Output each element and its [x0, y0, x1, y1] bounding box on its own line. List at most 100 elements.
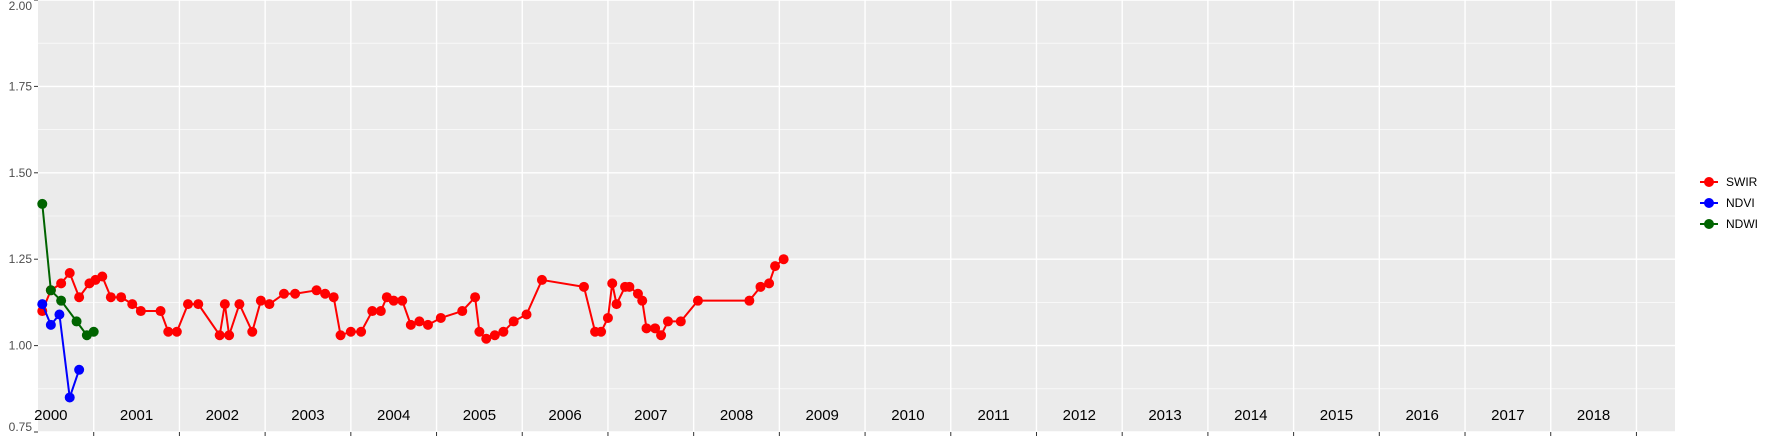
data-point-swir	[311, 285, 322, 296]
data-point-swir	[367, 306, 378, 317]
data-point-swir	[650, 323, 661, 334]
data-point-swir	[656, 330, 667, 341]
year-label: 2016	[1405, 407, 1438, 424]
data-point-ndwi	[56, 295, 67, 306]
data-point-swir	[675, 316, 686, 327]
data-point-ndvi	[45, 319, 56, 330]
legend: SWIR NDVI NDWI	[1700, 175, 1758, 231]
y-tick-label: 1.50	[9, 166, 33, 180]
year-label: 2018	[1577, 407, 1610, 424]
data-point-swir	[105, 292, 116, 303]
data-point-swir	[662, 316, 673, 327]
year-label: 2014	[1234, 407, 1267, 424]
data-point-swir	[116, 292, 127, 303]
data-point-swir	[422, 319, 433, 330]
data-point-swir	[607, 278, 618, 289]
year-label: 2003	[291, 407, 324, 424]
data-point-swir	[692, 295, 703, 306]
series-ndvi	[37, 299, 85, 403]
year-label: 2004	[377, 407, 410, 424]
data-point-swir	[536, 274, 547, 285]
year-label: 2005	[463, 407, 496, 424]
year-label: 2008	[720, 407, 753, 424]
data-point-swir	[171, 326, 182, 337]
legend-label: NDVI	[1726, 196, 1755, 210]
year-label: 2009	[806, 407, 839, 424]
year-label: 2015	[1320, 407, 1353, 424]
year-label: 2017	[1491, 407, 1524, 424]
y-tick-label: 0.75	[9, 420, 33, 434]
legend-item-swir: SWIR	[1700, 175, 1758, 189]
year-label: 2006	[548, 407, 581, 424]
data-point-swir	[744, 295, 755, 306]
year-label: 2001	[120, 407, 153, 424]
data-point-swir	[193, 299, 204, 310]
grid-lines	[38, 0, 1675, 433]
data-point-swir	[641, 323, 652, 334]
data-point-ndwi	[71, 316, 82, 327]
data-point-swir	[624, 281, 635, 292]
data-point-swir	[474, 326, 485, 337]
year-label: 2011	[977, 407, 1009, 424]
year-label: 2002	[206, 407, 239, 424]
data-point-swir	[255, 295, 266, 306]
data-point-swir	[435, 312, 446, 323]
data-point-swir	[508, 316, 519, 327]
data-point-swir	[320, 288, 331, 299]
series-ndwi	[37, 198, 99, 341]
data-point-swir	[375, 306, 386, 317]
data-point-swir	[264, 299, 275, 310]
data-point-swir	[755, 281, 766, 292]
data-point-swir	[224, 330, 235, 341]
data-point-swir	[219, 299, 230, 310]
data-point-swir	[64, 268, 75, 279]
data-point-swir	[457, 306, 468, 317]
data-point-swir	[163, 326, 174, 337]
data-point-swir	[611, 299, 622, 310]
data-point-swir	[405, 319, 416, 330]
legend-label: NDWI	[1726, 217, 1758, 231]
legend-key-point	[1704, 177, 1714, 187]
data-point-swir	[388, 295, 399, 306]
year-label: 2007	[634, 407, 667, 424]
data-point-swir	[770, 261, 781, 272]
data-point-swir	[127, 299, 138, 310]
data-point-swir	[637, 295, 648, 306]
year-label: 2010	[891, 407, 924, 424]
y-tick-label: 2.00	[9, 0, 33, 13]
data-point-ndvi	[37, 299, 48, 310]
data-point-swir	[414, 316, 425, 327]
data-point-swir	[234, 299, 245, 310]
legend-item-ndwi: NDWI	[1700, 217, 1758, 231]
series-layer	[37, 198, 789, 403]
data-point-ndvi	[74, 364, 85, 375]
y-axis: 0.75 1.00 1.25 1.50 1.75 2.00	[9, 0, 38, 434]
data-point-swir	[135, 306, 146, 317]
legend-key-point	[1704, 198, 1714, 208]
data-point-swir	[498, 326, 509, 337]
y-tick-label: 1.75	[9, 79, 33, 93]
series-swir	[37, 254, 789, 344]
data-point-swir	[602, 312, 613, 323]
data-point-swir	[481, 333, 492, 344]
data-point-swir	[596, 326, 607, 337]
data-point-swir	[470, 292, 481, 303]
data-point-ndvi	[64, 392, 75, 403]
year-label: 2012	[1063, 407, 1096, 424]
y-tick-label: 1.25	[9, 252, 33, 266]
data-point-ndvi	[54, 309, 65, 320]
data-point-ndwi	[37, 198, 48, 209]
data-point-swir	[328, 292, 339, 303]
data-point-swir	[778, 254, 789, 265]
year-label: 2013	[1148, 407, 1181, 424]
data-point-swir	[335, 330, 346, 341]
data-point-swir	[247, 326, 258, 337]
data-point-swir	[278, 288, 289, 299]
data-point-swir	[97, 271, 108, 282]
data-point-swir	[521, 309, 532, 320]
data-point-swir	[578, 281, 589, 292]
data-point-swir	[345, 326, 356, 337]
data-point-ndwi	[88, 326, 99, 337]
